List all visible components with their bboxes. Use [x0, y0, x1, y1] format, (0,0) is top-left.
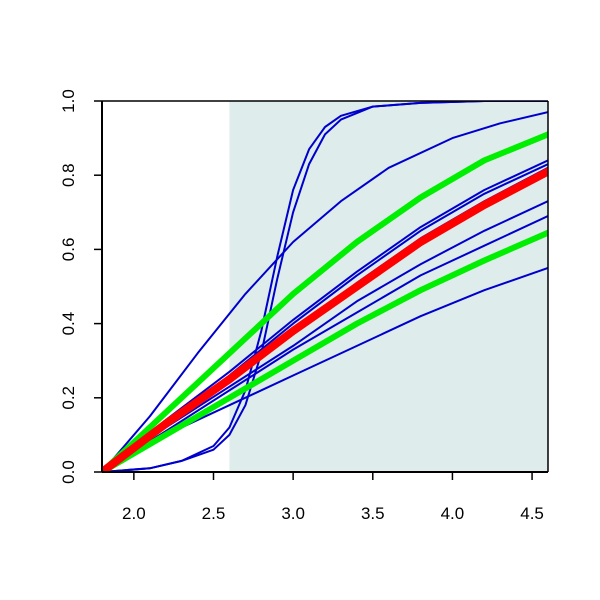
series-line-12	[102, 167, 548, 472]
series-line-8	[102, 215, 548, 472]
x-tick-label: 4.5	[520, 504, 544, 523]
y-tick-label: 0.2	[59, 386, 78, 410]
x-tick-label: 3.0	[281, 504, 305, 523]
series-line-3	[102, 101, 548, 472]
y-tick-label: 0.0	[59, 460, 78, 484]
axes-layer: 2.0 2.5 3.0 3.5 4.0 4.5 0.0 0.2 0.4 0.6 0.8 1.0	[59, 89, 549, 523]
series-line-10	[102, 131, 548, 472]
y-tick-label: 0.4	[59, 312, 78, 336]
y-tick-label: 1.0	[59, 89, 78, 113]
x-tick-label: 3.5	[361, 504, 385, 523]
series-line-11	[102, 229, 548, 472]
x-tick-label: 2.0	[122, 504, 146, 523]
series-lines-layer	[102, 101, 548, 472]
x-tick-label: 2.5	[202, 504, 226, 523]
y-tick-label: 0.8	[59, 163, 78, 187]
y-tick-label: 0.6	[59, 238, 78, 262]
x-tick-label: 4.0	[441, 504, 465, 523]
series-line-1	[102, 111, 548, 472]
